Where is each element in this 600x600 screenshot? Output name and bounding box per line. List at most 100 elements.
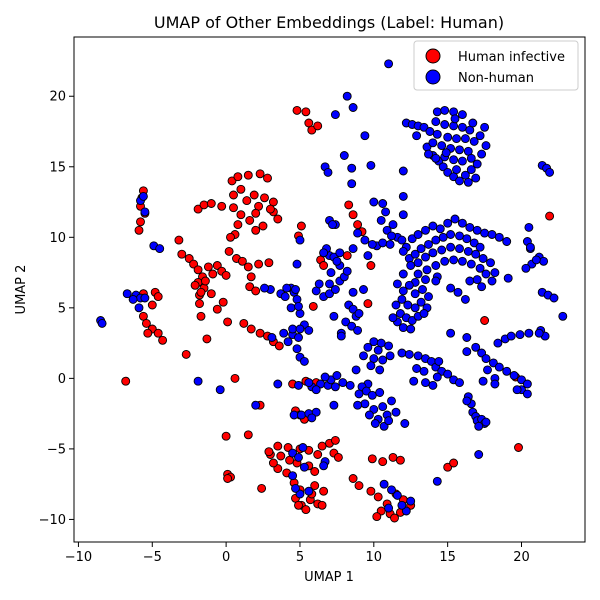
data-point xyxy=(431,261,441,270)
data-point xyxy=(469,238,479,248)
data-point xyxy=(292,259,302,269)
data-point xyxy=(251,286,261,296)
data-point xyxy=(406,496,416,506)
data-point xyxy=(493,338,503,348)
data-point xyxy=(217,201,227,211)
data-point xyxy=(421,225,430,235)
data-point xyxy=(360,399,370,409)
data-point xyxy=(462,347,472,357)
data-point xyxy=(480,228,490,238)
data-point xyxy=(237,256,247,266)
data-point xyxy=(475,263,485,273)
data-point xyxy=(419,366,429,376)
data-point xyxy=(363,299,373,309)
data-point xyxy=(366,261,376,270)
data-point xyxy=(428,248,438,258)
data-point xyxy=(407,234,417,244)
data-point xyxy=(233,172,243,182)
data-point xyxy=(419,309,429,318)
data-point xyxy=(545,167,555,177)
data-point xyxy=(143,328,153,338)
data-point xyxy=(354,481,364,491)
data-point xyxy=(307,413,317,423)
data-point xyxy=(339,151,349,160)
data-point xyxy=(480,122,490,132)
data-point xyxy=(344,200,354,210)
data-point xyxy=(478,254,488,263)
data-point xyxy=(421,275,430,285)
data-point xyxy=(354,389,364,399)
y-tick-label: 15 xyxy=(49,160,66,175)
data-point xyxy=(289,410,299,420)
data-point xyxy=(387,485,396,495)
data-point xyxy=(428,221,438,231)
data-point xyxy=(251,400,261,410)
data-point xyxy=(233,220,243,230)
data-point xyxy=(301,107,311,117)
data-point xyxy=(273,441,283,451)
data-point xyxy=(264,258,274,268)
data-point xyxy=(410,249,420,259)
data-point xyxy=(521,263,531,273)
data-point xyxy=(483,365,492,375)
data-point xyxy=(478,376,488,386)
data-point xyxy=(206,199,216,208)
data-point xyxy=(189,259,199,269)
data-point xyxy=(336,331,346,341)
data-point xyxy=(509,371,519,380)
data-point xyxy=(326,268,336,278)
y-tick-label: 5 xyxy=(58,301,66,316)
data-point xyxy=(503,273,513,283)
data-point xyxy=(385,351,395,361)
data-point xyxy=(193,265,203,275)
data-point xyxy=(413,351,423,361)
data-point xyxy=(196,287,206,297)
legend-marker-non-human xyxy=(425,69,441,85)
data-point xyxy=(422,265,432,275)
data-point xyxy=(319,261,329,270)
data-point xyxy=(558,311,568,321)
data-point xyxy=(292,344,302,354)
data-point xyxy=(347,321,357,331)
data-point xyxy=(490,379,500,389)
data-point xyxy=(413,230,423,239)
data-point xyxy=(421,252,430,262)
data-point xyxy=(472,275,482,285)
data-point xyxy=(463,177,473,187)
data-point xyxy=(502,366,512,376)
data-point xyxy=(296,221,306,231)
data-point xyxy=(199,200,209,210)
data-point xyxy=(224,246,234,256)
data-point xyxy=(409,376,419,386)
data-point xyxy=(384,59,394,69)
data-point xyxy=(243,430,253,440)
data-point xyxy=(330,110,340,120)
data-point xyxy=(387,231,396,241)
data-point xyxy=(545,211,555,221)
data-point xyxy=(307,125,317,135)
data-point xyxy=(524,328,534,338)
data-point xyxy=(443,462,453,472)
data-point xyxy=(525,242,535,252)
data-point xyxy=(193,376,203,386)
y-tick-label: −5 xyxy=(47,442,66,457)
data-point xyxy=(434,356,444,366)
data-point xyxy=(432,372,442,382)
data-point xyxy=(195,299,204,309)
data-point xyxy=(174,235,184,245)
data-point xyxy=(432,129,442,139)
data-point xyxy=(455,378,464,388)
data-point xyxy=(539,256,549,266)
data-point xyxy=(475,131,485,141)
data-point xyxy=(460,134,470,144)
data-point xyxy=(388,313,398,323)
data-point xyxy=(153,328,163,338)
data-point xyxy=(431,235,441,245)
data-point xyxy=(416,297,426,307)
data-point xyxy=(457,156,467,166)
data-point xyxy=(330,285,340,294)
data-point xyxy=(317,500,327,510)
data-point xyxy=(397,500,407,510)
series-non-human xyxy=(96,59,568,516)
